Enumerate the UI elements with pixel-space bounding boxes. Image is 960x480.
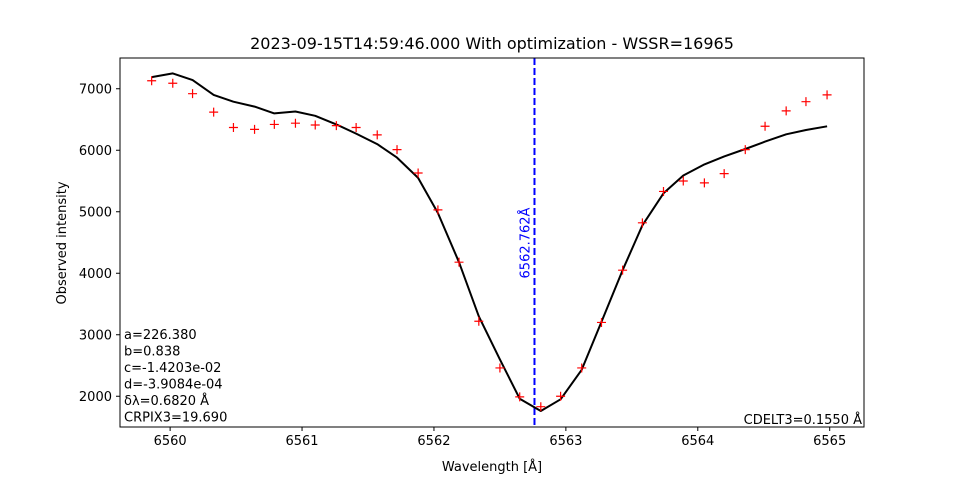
observed-point <box>413 168 423 178</box>
y-axis: 2000 3000 4000 5000 6000 7000 <box>79 82 120 405</box>
observed-point <box>495 363 505 373</box>
observed-point <box>822 90 832 100</box>
observed-point <box>658 186 668 196</box>
observed-point <box>699 178 709 188</box>
observed-point <box>515 392 525 402</box>
observed-point <box>454 257 464 267</box>
observed-point <box>147 76 157 86</box>
observed-point <box>433 205 443 215</box>
observed-point <box>637 218 647 228</box>
fit-parameter: c=-1.4203e-02 <box>124 361 221 376</box>
observed-point <box>556 391 566 401</box>
observed-point <box>250 124 260 134</box>
fit-parameter: a=226.380 <box>124 328 197 343</box>
cdelt3-annotation: CDELT3=0.1550 Å <box>744 412 862 428</box>
observed-point <box>740 145 750 155</box>
observed-point <box>269 119 279 129</box>
fit-parameter: CRPIX3=19.690 <box>124 411 227 426</box>
observed-point <box>392 145 402 155</box>
y-tick-label: 6000 <box>79 144 112 159</box>
fit-line <box>151 72 828 412</box>
observed-point <box>596 317 606 327</box>
observed-point <box>351 122 361 132</box>
plot-frame <box>119 57 865 428</box>
observed-point <box>760 121 770 131</box>
observed-point <box>168 78 178 88</box>
fit-parameter: δλ=0.6820 Å <box>124 393 209 409</box>
observed-point <box>678 176 688 186</box>
observed-point <box>618 265 628 275</box>
x-tick-label: 6562 <box>417 434 450 449</box>
observed-point <box>781 106 791 116</box>
y-tick-label: 3000 <box>79 328 112 343</box>
observed-point <box>719 169 729 179</box>
y-tick-label: 2000 <box>79 390 112 405</box>
center-line-label: 6562.762Å <box>517 207 533 278</box>
fit-parameter: d=-3.9084e-04 <box>124 378 223 393</box>
x-tick-label: 6565 <box>813 434 846 449</box>
observed-point <box>801 97 811 107</box>
x-tick-label: 6564 <box>681 434 714 449</box>
observed-point <box>188 89 198 99</box>
y-axis-label: Observed intensity <box>55 181 70 304</box>
x-tick-label: 6563 <box>549 434 582 449</box>
y-tick-label: 7000 <box>79 82 112 97</box>
x-tick-label: 6561 <box>285 434 318 449</box>
observed-point <box>331 121 341 131</box>
plot-area: 6562.762Å <box>147 58 832 427</box>
observed-point <box>290 118 300 128</box>
fit-parameter: b=0.838 <box>124 345 180 360</box>
x-axis-label: Wavelength [Å] <box>442 459 542 475</box>
observed-point <box>536 402 546 412</box>
observed-point <box>372 130 382 140</box>
chart-title: 2023-09-15T14:59:46.000 With optimizatio… <box>250 34 734 53</box>
observed-point <box>310 120 320 130</box>
x-tick-label: 6560 <box>154 434 187 449</box>
observed-point <box>209 107 219 117</box>
observed-point <box>577 363 587 373</box>
x-axis: 6560 6561 6562 6563 6564 6565 <box>154 427 846 449</box>
y-tick-label: 5000 <box>79 205 112 220</box>
y-tick-label: 4000 <box>79 267 112 282</box>
observed-point <box>474 316 484 326</box>
observed-point <box>228 122 238 132</box>
